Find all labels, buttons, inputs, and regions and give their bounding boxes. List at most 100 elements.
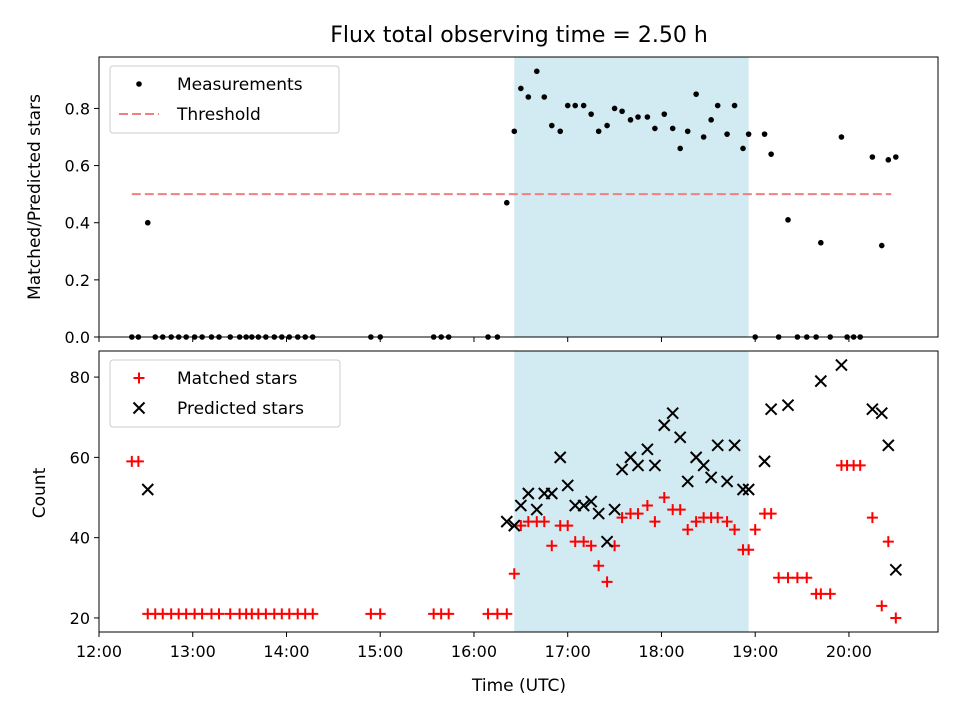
top-panel: 0.0 0.2 0.4 0.6 0.8 Measurements Threshold	[65, 56, 939, 347]
predicted-stars-point	[728, 439, 741, 452]
matched-stars-point	[815, 588, 827, 600]
y-tick-label: 20	[70, 609, 90, 628]
matched-stars-point	[196, 608, 208, 620]
predicted-stars-point	[736, 483, 750, 496]
predicted-stars-point	[554, 451, 567, 464]
y-tick-label: 0.0	[65, 328, 90, 347]
predicted-stars-point	[522, 487, 535, 500]
y-axis-label-bottom: Count	[30, 467, 50, 518]
predicted-stars-point	[814, 374, 828, 388]
measurements-point	[878, 242, 885, 249]
measurements-point	[838, 134, 845, 140]
predicted-stars-point	[835, 358, 848, 372]
matched-stars-point	[593, 560, 605, 572]
y-tick-label: 40	[70, 529, 90, 548]
x-tick-label: 15:00	[357, 642, 403, 661]
matched-stars-point	[721, 516, 733, 528]
predicted-stars-point	[641, 443, 654, 456]
matched-stars-point	[729, 524, 741, 536]
matched-stars-point	[224, 608, 236, 620]
predicted-stars-point	[758, 455, 771, 468]
measurements-point	[503, 199, 510, 206]
measurements-point	[644, 114, 651, 120]
measurements-point	[619, 108, 625, 115]
matched-stars-point	[616, 512, 628, 524]
measurements-point	[785, 217, 791, 223]
predicted-stars-point	[592, 507, 605, 520]
measurements-point	[684, 128, 691, 135]
matched-stars-point	[890, 612, 902, 624]
shaded-span	[514, 57, 749, 337]
legend-box	[109, 359, 341, 428]
x-tick-label: 13:00	[170, 642, 216, 661]
matched-stars-point	[876, 600, 888, 612]
matched-stars-point	[773, 572, 785, 584]
y-tick-label: 0.6	[65, 157, 90, 176]
matched-stars-point	[682, 524, 694, 536]
predicted-stars-point	[866, 402, 879, 416]
matched-stars-point	[601, 576, 613, 588]
matched-stars-point	[482, 608, 494, 620]
x-tick-label: 12:00	[76, 642, 122, 661]
matched-stars-point	[712, 512, 724, 524]
measurements-point	[588, 111, 594, 117]
x-tick-label: 17:00	[545, 642, 591, 661]
measurements-point	[652, 125, 658, 132]
predicted-stars-point	[615, 463, 629, 476]
measurements-point	[768, 151, 774, 157]
matched-stars-point	[743, 544, 755, 556]
predicted-stars-point	[882, 439, 895, 452]
matched-stars-point	[674, 504, 686, 516]
x-tick-label: 14:00	[263, 642, 309, 661]
measurements-point	[893, 154, 899, 160]
y-tick-label: 0.4	[65, 214, 90, 233]
predicted-stars-point	[561, 479, 574, 492]
matched-stars-point	[824, 588, 836, 600]
measurements-point	[740, 145, 746, 152]
measurements-point	[627, 117, 634, 123]
y-tick-label: 0.2	[65, 271, 90, 290]
matched-stars-point	[866, 512, 878, 524]
measurements-point	[518, 85, 524, 92]
measurements-point	[818, 239, 824, 246]
matched-stars-point	[501, 608, 513, 620]
predicted-stars-point	[545, 487, 558, 500]
predicted-stars-point	[889, 563, 903, 576]
measurements-point	[604, 122, 610, 129]
predicted-stars-point	[673, 431, 687, 444]
measurements-point	[572, 102, 579, 109]
legend-predicted-stars-marker	[132, 401, 146, 415]
x-tick-label: 20:00	[826, 642, 872, 661]
matched-stars-point	[649, 516, 661, 528]
matched-stars-point	[782, 572, 794, 584]
matched-stars-point	[632, 508, 644, 520]
measurements-point	[580, 102, 587, 109]
measurements-point	[533, 68, 540, 75]
predicted-stars-point	[648, 459, 662, 472]
measurements-point	[635, 114, 641, 120]
chart-title: Flux total observing time = 2.50 h	[330, 23, 708, 48]
matched-stars-point	[546, 540, 558, 552]
predicted-stars-point	[742, 483, 755, 496]
predicted-stars-point	[781, 398, 795, 412]
legend-threshold-label: Threshold	[176, 105, 261, 125]
legend-measurements-marker	[136, 81, 142, 87]
legend-box	[109, 65, 340, 134]
measurements-point	[548, 122, 555, 129]
measurements-point	[669, 125, 676, 132]
predicted-stars-point	[608, 503, 621, 516]
predicted-stars-point	[711, 439, 724, 452]
measurements-point	[595, 128, 602, 135]
y-tick-label: 80	[70, 368, 90, 387]
matched-stars-point	[882, 536, 894, 548]
matched-stars-point	[508, 568, 520, 580]
predicted-stars-point	[658, 419, 671, 432]
matched-stars-point	[791, 572, 803, 584]
measurements-point	[885, 157, 892, 163]
measurements-point	[541, 94, 548, 100]
measurements-point	[564, 102, 571, 109]
predicted-stars-point	[764, 402, 778, 416]
legend-matched-stars-label: Matched stars	[177, 369, 297, 389]
matched-stars-point	[443, 608, 455, 620]
matched-stars-point	[749, 524, 761, 536]
